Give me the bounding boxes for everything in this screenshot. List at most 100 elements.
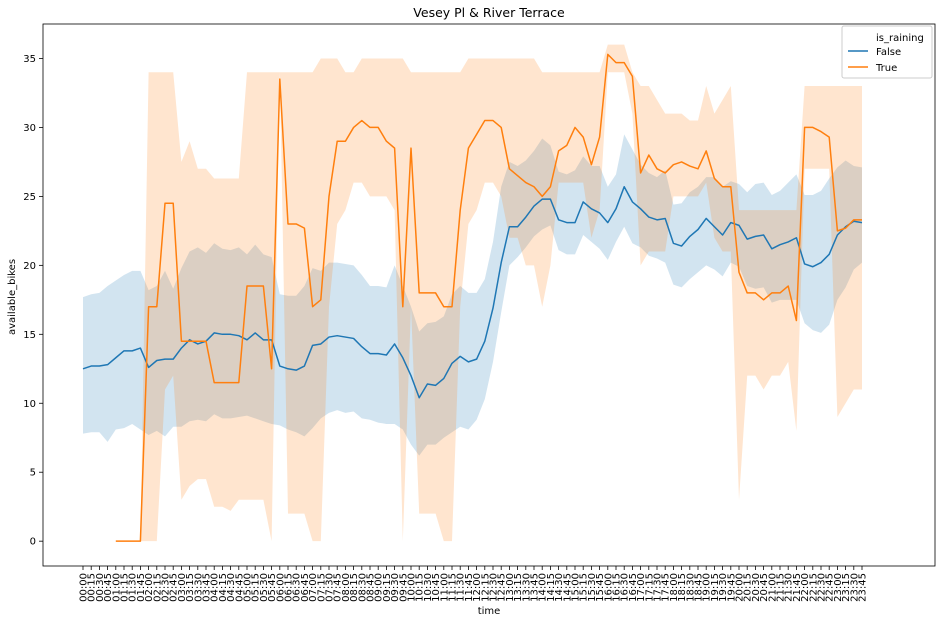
y-axis-label: available_bikes: [7, 259, 18, 335]
x-tick-label: 07:15: [316, 573, 327, 602]
x-tick-label: 18:15: [677, 573, 688, 602]
x-tick-label: 16:30: [620, 573, 631, 602]
x-tick-label: 22:00: [800, 573, 811, 602]
x-tick-label: 06:30: [292, 573, 303, 602]
x-tick-label: 00:15: [87, 573, 98, 602]
x-tick-label: 08:30: [357, 573, 368, 602]
x-tick-label: 08:15: [349, 573, 360, 602]
legend-frame: [841, 25, 933, 79]
x-tick-label: 16:45: [628, 573, 639, 602]
legend-title: is_raining: [876, 33, 924, 44]
x-tick-label: 02:45: [169, 573, 180, 602]
x-tick-label: 12:15: [480, 573, 491, 602]
x-tick-label: 18:45: [694, 573, 705, 602]
x-tick-label: 01:45: [136, 573, 147, 602]
y-tick-label: 15: [23, 330, 36, 341]
x-tick-label: 05:30: [259, 573, 270, 602]
x-tick-label: 10:00: [407, 573, 418, 602]
x-tick-label: 00:45: [103, 573, 114, 602]
x-tick-label: 01:30: [128, 573, 139, 602]
x-tick-label: 01:00: [111, 573, 122, 602]
x-tick-label: 23:45: [858, 573, 869, 602]
x-tick-label: 03:30: [193, 573, 204, 602]
x-tick-label: 22:30: [817, 573, 828, 602]
x-tick-label: 21:45: [792, 573, 803, 602]
x-tick-label: 09:30: [390, 573, 401, 602]
x-tick-label: 13:30: [521, 573, 532, 602]
x-tick-label: 14:15: [546, 573, 557, 602]
x-tick-label: 13:15: [513, 573, 524, 602]
x-tick-label: 11:00: [439, 573, 450, 602]
x-tick-label: 10:15: [415, 573, 426, 602]
y-axis: 0 5 10 15 20 25 30 35: [23, 54, 43, 548]
x-tick-label: 18:00: [669, 573, 680, 602]
x-tick-label: 02:00: [144, 573, 155, 602]
x-tick-label: 15:30: [587, 573, 598, 602]
legend: is_raining False True: [841, 25, 933, 79]
x-tick-label: 17:45: [661, 573, 672, 602]
y-tick-label: 30: [23, 123, 36, 134]
x-tick-label: 08:45: [366, 573, 377, 602]
x-tick-label: 09:00: [374, 573, 385, 602]
x-tick-label: 15:15: [579, 573, 590, 602]
y-tick-label: 20: [23, 261, 36, 272]
x-tick-label: 16:00: [603, 573, 614, 602]
axes-frame: [42, 23, 936, 567]
x-tick-label: 19:30: [718, 573, 729, 602]
x-tick-label: 00:30: [95, 573, 106, 602]
y-tick-label: 35: [23, 54, 36, 65]
x-tick-label: 09:15: [382, 573, 393, 602]
x-tick-label: 21:30: [784, 573, 795, 602]
x-tick-label: 05:45: [267, 573, 278, 602]
x-tick-label: 02:15: [152, 573, 163, 602]
x-tick-label: 23:00: [833, 573, 844, 602]
x-tick-label: 07:45: [333, 573, 344, 602]
x-tick-label: 07:00: [308, 573, 319, 602]
x-tick-label: 19:45: [726, 573, 737, 602]
x-tick-label: 05:15: [251, 573, 262, 602]
x-tick-label: 20:30: [751, 573, 762, 602]
x-tick-label: 20:45: [759, 573, 770, 602]
x-tick-label: 17:15: [644, 573, 655, 602]
ci-band-true: [115, 44, 863, 542]
x-tick-label: 21:15: [776, 573, 787, 602]
series-line-false: [82, 185, 863, 399]
x-tick-label: 20:00: [735, 573, 746, 602]
x-tick-label: 23:15: [841, 573, 852, 602]
x-tick-label: 12:00: [472, 573, 483, 602]
legend-label-true: True: [875, 63, 897, 74]
x-tick-label: 22:15: [808, 573, 819, 602]
x-tick-label: 04:45: [234, 573, 245, 602]
x-tick-label: 16:15: [612, 573, 623, 602]
x-tick-label: 04:30: [226, 573, 237, 602]
x-tick-label: 01:15: [120, 573, 131, 602]
plot-area: [42, 23, 936, 567]
x-tick-label: 09:45: [398, 573, 409, 602]
x-tick-label: 22:45: [825, 573, 836, 602]
y-tick-label: 0: [30, 537, 36, 548]
x-tick-label: 17:00: [636, 573, 647, 602]
x-tick-label: 14:30: [554, 573, 565, 602]
x-tick-label: 02:30: [161, 573, 172, 602]
x-tick-label: 06:45: [300, 573, 311, 602]
ci-band-false: [83, 134, 862, 456]
x-tick-label: 17:30: [653, 573, 664, 602]
y-tick-label: 10: [23, 399, 36, 410]
y-tick-label: 25: [23, 192, 36, 203]
x-tick-label: 10:30: [423, 573, 434, 602]
x-tick-label: 14:45: [562, 573, 573, 602]
x-tick-label: 18:30: [685, 573, 696, 602]
x-tick-label: 04:15: [218, 573, 229, 602]
x-tick-label: 19:00: [702, 573, 713, 602]
x-tick-label: 07:30: [325, 573, 336, 602]
x-tick-label: 04:00: [210, 573, 221, 602]
x-axis-label: time: [478, 606, 501, 617]
x-tick-label: 13:45: [530, 573, 541, 602]
x-tick-label: 12:30: [489, 573, 500, 602]
x-tick-label: 11:30: [456, 573, 467, 602]
x-tick-label: 05:00: [243, 573, 254, 602]
x-tick-label: 03:15: [185, 573, 196, 602]
x-tick-label: 14:00: [538, 573, 549, 602]
y-tick-label: 5: [30, 468, 36, 479]
